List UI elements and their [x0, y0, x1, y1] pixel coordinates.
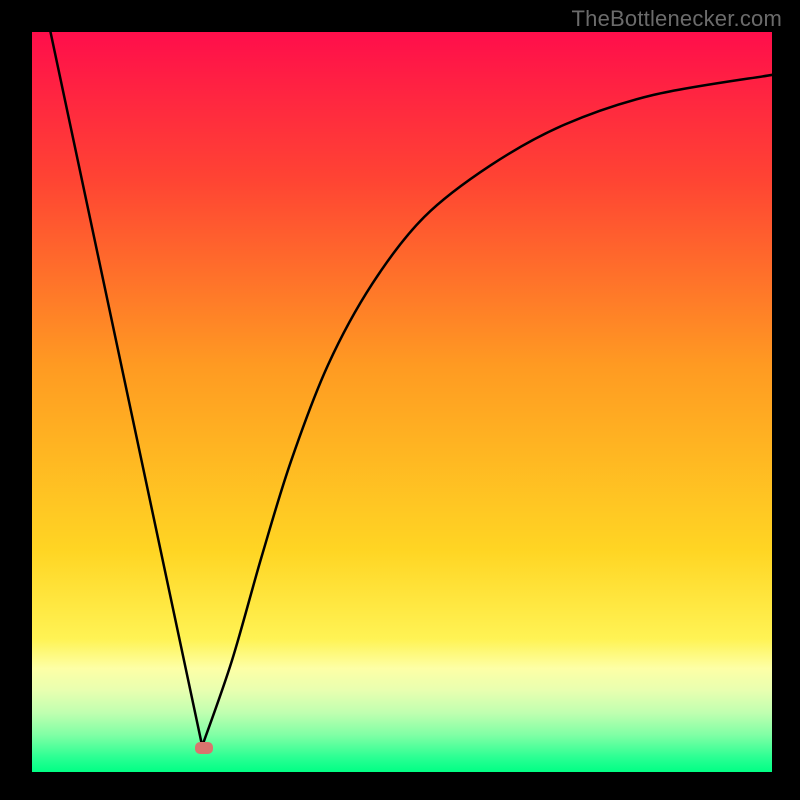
optimal-point-marker [195, 742, 213, 754]
plot-area [32, 32, 772, 772]
bottleneck-curve [32, 32, 772, 772]
chart-container: TheBottlenecker.com [0, 0, 800, 800]
watermark-text: TheBottlenecker.com [572, 6, 782, 32]
